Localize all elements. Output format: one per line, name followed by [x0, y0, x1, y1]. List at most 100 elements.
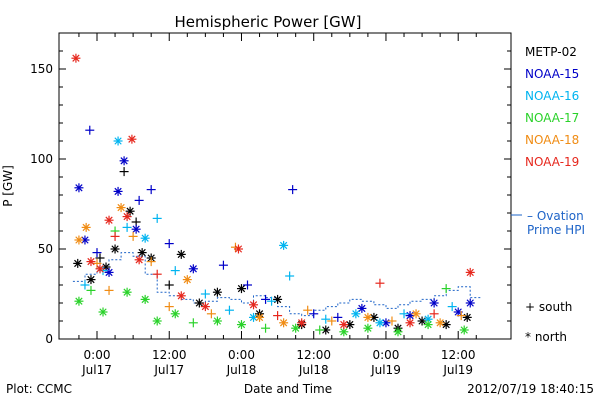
point-north	[249, 300, 259, 310]
point-south	[170, 266, 180, 276]
point-north	[212, 316, 222, 326]
point-north	[357, 303, 367, 313]
point-south	[86, 285, 96, 295]
point-south	[152, 213, 162, 223]
point-south	[80, 280, 90, 290]
point-south	[315, 325, 325, 335]
point-north	[95, 264, 105, 274]
point-north	[200, 302, 210, 312]
x-tick-time: 0:00	[84, 348, 111, 362]
point-south	[267, 296, 277, 306]
point-south	[146, 185, 156, 195]
symbol-legend-entry: * north	[525, 330, 567, 344]
chart-title: Hemispheric Power [GW]	[175, 13, 362, 31]
point-north	[194, 298, 204, 308]
point-north	[73, 258, 83, 268]
y-tick-label: 150	[30, 62, 53, 76]
point-north	[441, 320, 451, 330]
point-north	[236, 284, 246, 294]
point-north	[104, 215, 114, 225]
point-north	[74, 296, 84, 306]
point-north	[393, 327, 403, 337]
x-tick-time: 12:00	[152, 348, 187, 362]
point-south	[273, 311, 283, 321]
legend: METP-02 NOAA-15 NOAA-16 NOAA-17 NOAA-18 NOAA-…	[511, 45, 585, 344]
point-south	[303, 305, 313, 315]
y-axis-label: P [GW]	[1, 165, 15, 207]
x-axis-label: Date and Time	[244, 382, 332, 396]
point-north	[279, 240, 289, 250]
point-north	[212, 287, 222, 297]
point-north	[170, 309, 180, 319]
point-north	[86, 275, 96, 285]
point-south	[164, 239, 174, 249]
point-south	[429, 309, 439, 319]
point-north	[297, 318, 307, 328]
point-north	[104, 267, 114, 277]
point-north	[363, 323, 373, 333]
point-south	[92, 248, 102, 258]
point-south	[288, 185, 298, 195]
point-north	[98, 307, 108, 317]
point-north	[110, 244, 120, 254]
y-tick-label: 50	[38, 242, 53, 256]
point-south	[243, 280, 252, 290]
point-north	[152, 316, 162, 326]
y-axis: 0 50 100 150	[30, 32, 511, 346]
point-south	[119, 167, 129, 177]
point-north	[339, 320, 349, 330]
point-north	[122, 212, 132, 222]
point-south	[375, 278, 385, 288]
footer-credit: Plot: CCMC	[6, 382, 72, 396]
x-tick-date: Jul19	[370, 363, 401, 377]
point-south	[164, 302, 174, 312]
x-tick-date: Jul18	[226, 363, 257, 377]
point-north	[351, 309, 361, 319]
point-north	[423, 314, 433, 324]
point-south	[327, 316, 337, 326]
x-tick-date: Jul17	[153, 363, 184, 377]
legend-entry: METP-02	[525, 45, 577, 59]
data-points	[71, 53, 475, 337]
point-north	[249, 312, 259, 322]
point-north	[134, 255, 144, 265]
point-south	[134, 195, 144, 205]
point-south	[128, 231, 138, 241]
point-north	[71, 53, 81, 63]
point-south	[387, 316, 397, 326]
point-south	[104, 285, 114, 295]
point-north	[375, 318, 385, 328]
point-north	[465, 298, 475, 308]
point-south	[261, 323, 271, 333]
point-north	[176, 291, 186, 301]
point-south	[224, 305, 234, 315]
point-north	[74, 183, 84, 193]
y-tick-label: 100	[30, 152, 53, 166]
legend-entry: NOAA-19	[525, 155, 579, 169]
ovation-legend-label: Prime HPI	[527, 223, 585, 237]
point-north	[116, 203, 126, 213]
x-axis: 0:00Jul1712:00Jul170:00Jul1812:00Jul180:…	[78, 33, 477, 377]
ovation-hpi-line	[72, 252, 483, 317]
point-north	[405, 318, 415, 328]
point-south	[309, 309, 319, 319]
point-north	[423, 320, 433, 330]
plot-frame	[58, 32, 512, 340]
point-north	[188, 264, 198, 274]
legend-entry: NOAA-17	[525, 111, 579, 125]
legend-entry: NOAA-16	[525, 89, 579, 103]
x-tick-time: 12:00	[296, 348, 331, 362]
point-south	[399, 309, 409, 319]
point-south	[447, 302, 457, 312]
point-south	[95, 253, 105, 263]
point-north	[273, 294, 283, 304]
point-south	[261, 294, 271, 304]
x-tick-time: 0:00	[372, 348, 399, 362]
point-north	[459, 325, 469, 335]
point-north	[127, 134, 137, 144]
ovation-legend-label: – Ovation	[527, 209, 584, 223]
point-north	[182, 275, 192, 285]
point-south	[188, 318, 198, 328]
point-north	[86, 257, 96, 267]
